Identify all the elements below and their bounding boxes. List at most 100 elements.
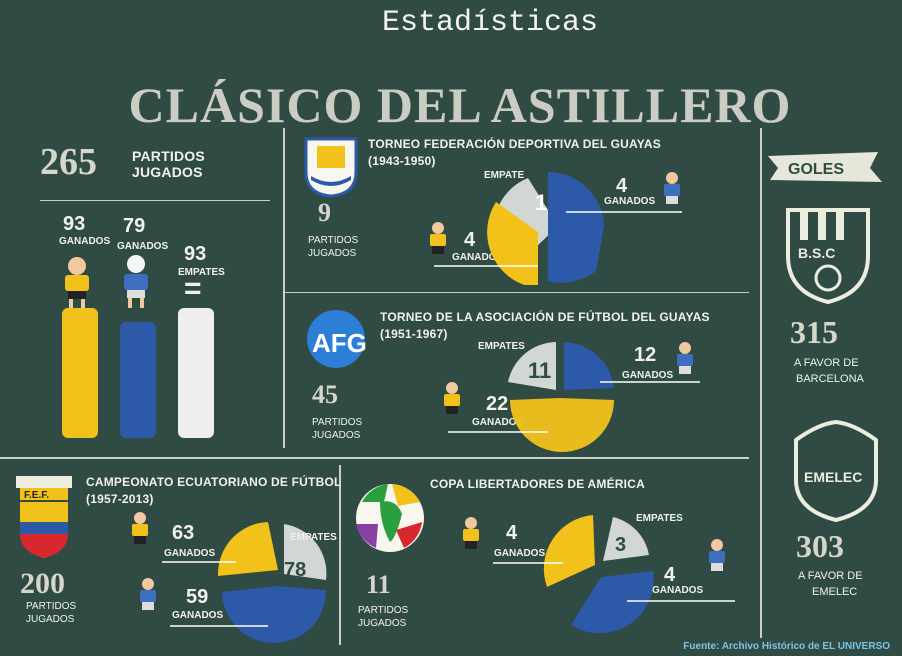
goles-barcelona-label-1: A FAVOR DE [794,357,859,369]
goles-emelec-label-1: A FAVOR DE [798,570,863,582]
libertadores-matches-label: PARTIDOS JUGADOS [358,604,408,630]
barcelona-player-icon [444,382,460,414]
libertadores-matches: 11 [366,570,391,599]
divider-vertical-2 [339,465,341,645]
campeonato-barcelona-num: 63 [172,522,195,544]
libertadores-emelec-label: GANADOS [652,585,704,596]
divider-horizontal-bottom [0,457,749,459]
goles-barcelona-label-2: BARCELONA [796,373,864,385]
libertadores-barcelona-num: 4 [506,522,518,544]
campeonato-barcelona-label: GANADOS [164,548,216,559]
libertadores-draw-num: 3 [615,534,626,556]
footer-source: Fuente: Archivo Histórico de EL UNIVERSO [683,641,890,652]
campeonato-pie: 78 [132,512,327,643]
goles-emelec-label-2: EMELEC [812,586,858,598]
libertadores-pie: 3 [463,515,735,634]
bar-emelec [120,322,156,438]
federacion-matches-label-1: PARTIDOS [308,235,359,246]
emelec-player-icon [664,172,680,204]
federacion-matches-label-2: JUGADOS [308,248,357,259]
afg-title: TORNEO DE LA ASOCIACIÓN DE FÚTBOL DEL GU… [380,310,710,324]
goles-title: GOLES [788,161,844,178]
campeonato-logo-text: F.E.F. [24,490,49,501]
emelec-shield-icon: EMELEC [794,420,878,523]
bsc-shield-text: B.S.C [798,245,835,261]
federacion-pie: 1 [430,171,682,285]
libertadores-matches-label-2: JUGADOS [358,618,407,629]
goles-banner: GOLES [768,152,882,182]
federacion-matches: 9 [318,198,331,227]
afg-draw-label: EMPATES [478,341,525,352]
campeonato-draw-label: EMPATES [290,532,337,543]
emelec-player-icon [140,578,156,610]
federacion-emelec-label: GANADOS [604,196,656,207]
afg-matches-label: PARTIDOS JUGADOS [312,416,362,442]
divider-horizontal-mid [283,292,749,293]
emelec-shield-text: EMELEC [804,469,862,485]
afg-matches-label-1: PARTIDOS [312,417,363,428]
campeonato-matches-label: PARTIDOS JUGADOS [26,600,76,626]
afg-emelec-label: GANADOS [622,370,674,381]
header-subtitle: Estadísticas [381,6,599,40]
campeonato-years: (1957-2013) [86,492,154,506]
afg-barcelona-num: 22 [486,393,509,415]
campeonato-emelec-num: 59 [186,586,209,608]
campeonato-matches: 200 [20,567,65,600]
bar-barcelona [62,308,98,438]
libertadores-matches-label-1: PARTIDOS [358,605,409,616]
afg-logo: AFG [307,310,367,368]
afg-pie: 11 [444,342,700,452]
divider-vertical-3 [760,128,762,638]
summary-emelec-label: GANADOS [117,241,169,252]
campeonato-matches-label-1: PARTIDOS [26,601,77,612]
emelec-player-icon [709,539,725,571]
federacion-years: (1943-1950) [368,154,436,168]
libertadores-logo [356,484,424,552]
federacion-logo [304,137,358,198]
afg-emelec-num: 12 [634,344,657,366]
campeonato-draw-num: 78 [284,559,306,581]
afg-draw-num: 11 [528,358,551,383]
afg-matches-label-2: JUGADOS [312,430,361,441]
afg-years: (1951-1967) [380,327,448,341]
goles-barcelona: 315 [790,314,838,350]
goles-emelec: 303 [796,528,844,564]
federacion-emelec-num: 4 [616,175,628,197]
barcelona-player-icon [65,257,89,309]
summary-emelec-num: 79 [123,215,146,237]
afg-logo-text: AFG [312,328,367,358]
federacion-title: TORNEO FEDERACIÓN DEPORTIVA DEL GUAYAS [368,137,661,151]
federacion-barcelona-num: 4 [464,229,476,251]
campeonato-logo: F.E.F. [16,476,72,558]
barcelona-player-icon [463,517,479,549]
summary-total-label-1: PARTIDOS [132,148,205,164]
afg-barcelona-label: GANADOS [472,417,524,428]
barcelona-player-icon [132,512,148,544]
barcelona-player-icon [430,222,446,254]
summary-draws-num: 93 [184,243,207,265]
summary-bars [62,255,214,438]
emelec-player-icon [124,255,148,308]
summary-equals: = [184,272,202,305]
summary-total-label: PARTIDOS JUGADOS [132,148,205,180]
libertadores-draw-label: EMPATES [636,513,683,524]
summary-total-label-2: JUGADOS [132,164,203,180]
afg-matches: 45 [312,380,338,409]
summary-total: 265 [40,141,97,183]
libertadores-barcelona-label: GANADOS [494,548,546,559]
divider-vertical-1 [283,128,285,448]
campeonato-title: CAMPEONATO ECUATORIANO DE FÚTBOL [86,475,342,489]
summary-draws-label: EMPATES [178,267,225,278]
federacion-barcelona-label: GANADOS [452,252,504,263]
bsc-shield-icon: B.S.C [786,208,870,304]
bar-draws [178,308,214,438]
federacion-draw-label: EMPATE [484,170,525,181]
emelec-player-icon [677,342,693,374]
summary-barcelona-label: GANADOS [59,236,111,247]
summary-barcelona-num: 93 [63,213,86,235]
header-title: CLÁSICO DEL ASTILLERO [128,77,792,133]
libertadores-emelec-num: 4 [664,564,676,586]
federacion-draw-num: 1 [535,190,547,215]
divider-summary [40,200,270,201]
campeonato-emelec-label: GANADOS [172,610,224,621]
